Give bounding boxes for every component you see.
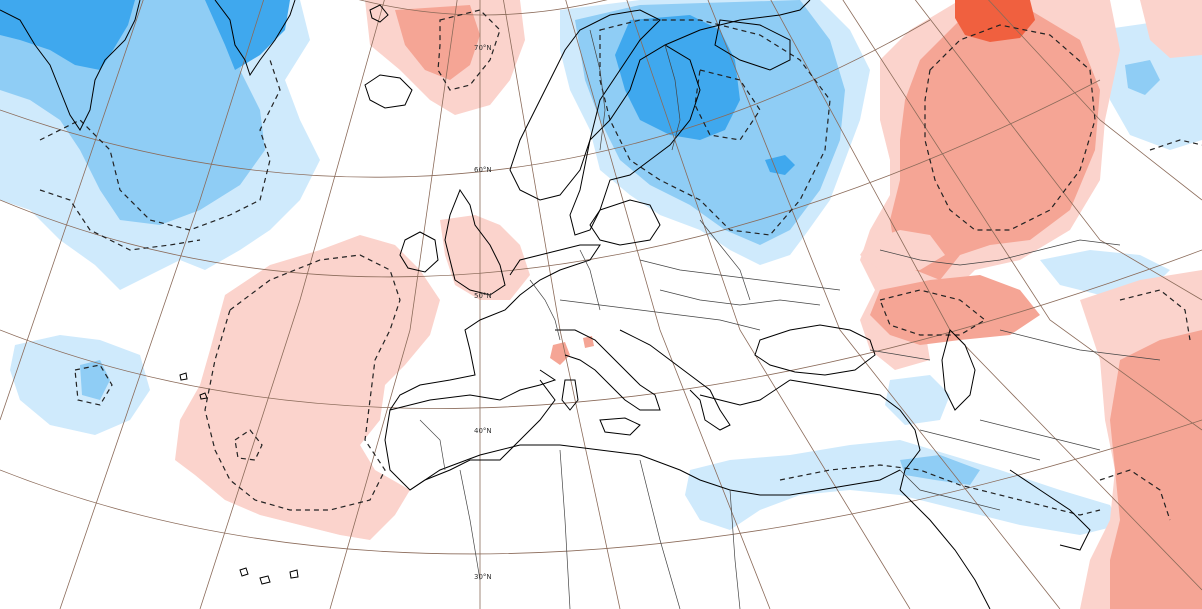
warm-region-russia-medium (890, 10, 1100, 280)
meridian-40w (0, 0, 144, 421)
coast-greece (699, 379, 791, 406)
coast-russia-north (664, 0, 811, 46)
meridian-60e (842, 0, 1202, 431)
coast-norway (509, 9, 661, 201)
coast-europe-west (384, 244, 601, 491)
meridian-10w (329, 0, 458, 609)
cold-anomaly-layer (0, 0, 1202, 535)
coast-baltic (589, 199, 661, 246)
warm-anomaly-layer (175, 0, 1202, 609)
coast-ireland (399, 231, 439, 273)
warm-region-russia-strong (955, 0, 1035, 42)
cold-region-mid-atlantic (10, 335, 150, 435)
contour-russia (924, 24, 1096, 231)
cold-region-russia-spot (765, 155, 795, 175)
meridian-30w (59, 0, 265, 609)
border-iran (979, 419, 1101, 451)
cold-region-greenland-east (205, 0, 290, 70)
coastline-layer (0, 0, 1091, 609)
cold-region-levant-medium (900, 455, 980, 485)
coast-greenland-east (214, 0, 296, 77)
coast-sicily (599, 417, 641, 436)
border-germany-poland (579, 249, 601, 311)
border-middle-east (899, 429, 1041, 511)
cold-region-east-russia-medium (1125, 60, 1160, 95)
parallel-60n (0, 19, 931, 178)
border-central-europe (559, 299, 761, 331)
meridian-20w (199, 0, 385, 609)
lat-label-30n: 30°N (474, 573, 492, 581)
contour-mediterranean (779, 464, 1101, 516)
meridian-70e (914, 0, 1202, 301)
meridian-30e (626, 0, 911, 609)
coast-canary-islands (239, 567, 299, 585)
lat-label-50n: 50°N (474, 292, 492, 300)
lat-label-40n: 40°N (474, 427, 492, 435)
coast-caspian (941, 329, 976, 411)
coast-kola (714, 19, 791, 71)
border-eastern-europe (639, 259, 841, 291)
meridian-80e (988, 0, 1202, 201)
warm-region-middle-east-medium (1110, 330, 1202, 609)
border-france-germany (529, 279, 561, 341)
cold-region-finland-strong (615, 15, 740, 140)
border-belarus-russia (699, 219, 751, 301)
contour-layer (39, 9, 1202, 521)
contour-caspian (879, 289, 987, 336)
warm-region-italy-spot (583, 336, 594, 348)
cold-region-greenland-strong (0, 0, 135, 70)
coast-greenland-west (0, 0, 141, 131)
border-central-asia (999, 329, 1161, 361)
border-finland-russia (664, 44, 681, 151)
coast-azores-islands (179, 372, 208, 400)
border-russia-kazakh (879, 239, 1121, 266)
contour-iceland (437, 9, 501, 91)
contour-azores (204, 254, 401, 511)
warm-region-caucasus (860, 230, 945, 270)
coast-black-sea (754, 324, 876, 376)
meridian-20e (565, 0, 771, 609)
border-north-africa (459, 449, 741, 609)
coast-persian-gulf (1009, 469, 1091, 551)
border-layer (419, 29, 1161, 609)
parallel-70n (359, 0, 608, 16)
coast-iberia (389, 369, 557, 411)
coast-iceland (364, 74, 413, 109)
contour-middle-east (1119, 289, 1191, 341)
meridian-40e (707, 0, 1061, 609)
cold-region-mediterranean (685, 440, 1120, 535)
contour-azores-inner (234, 429, 263, 461)
coast-red-sea (899, 489, 991, 609)
coast-balkans (619, 329, 731, 431)
contour-arabia (1099, 469, 1171, 521)
warm-region-britain (440, 215, 530, 300)
border-ukraine (659, 289, 821, 306)
warm-region-iceland-medium (395, 5, 480, 80)
coast-north-africa (409, 444, 901, 496)
warm-region-corsica (550, 342, 570, 365)
latitude-labels: 70°N 60°N 50°N 40°N 30°N (474, 44, 492, 581)
contour-mid-atlantic (74, 364, 113, 406)
warm-region-east-edge (1140, 0, 1202, 58)
parallel-40n (0, 249, 1202, 409)
contour-east-russia (1149, 139, 1202, 151)
border-caucasus (869, 349, 931, 361)
coast-sardinia (561, 379, 579, 411)
coast-turkey (789, 379, 921, 491)
coast-italy (555, 329, 661, 411)
border-scandinavia (589, 29, 606, 151)
coast-britain (444, 188, 506, 296)
lat-label-60n: 60°N (474, 166, 492, 174)
lat-label-70n: 70°N (474, 44, 492, 52)
warm-region-caspian (870, 275, 1040, 345)
contour-labrador (39, 189, 201, 251)
coast-svalbard (369, 4, 389, 23)
parallel-30n (0, 419, 1202, 555)
coast-sweden-finland (569, 44, 701, 236)
border-iberia (419, 419, 446, 471)
warm-region-azores (175, 235, 440, 540)
contour-scandinavia (599, 19, 831, 236)
